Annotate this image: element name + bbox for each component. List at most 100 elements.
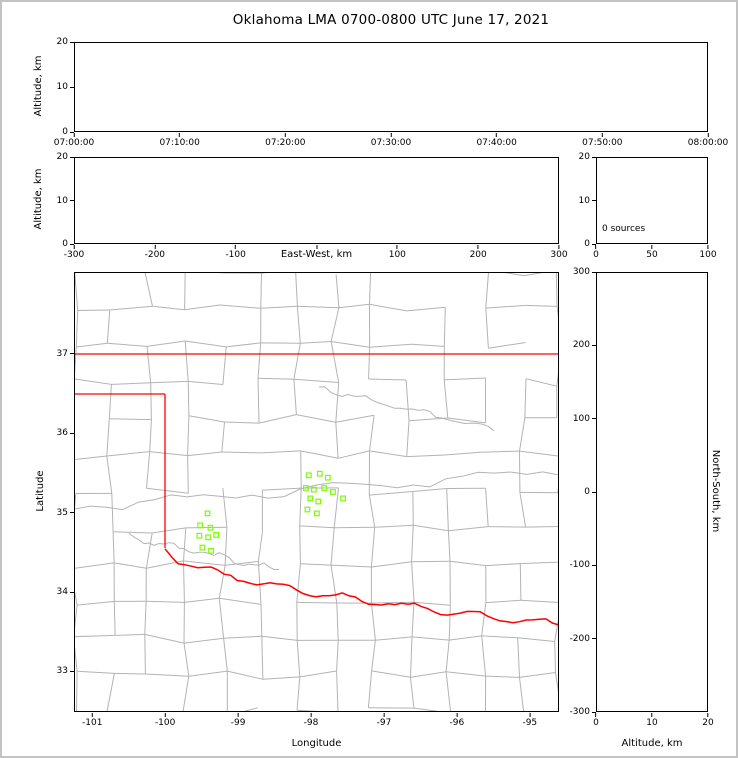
- county-border-line: [187, 455, 189, 494]
- axis-tick: 34: [44, 587, 74, 597]
- county-border-line: [261, 635, 298, 641]
- county-border-line: [525, 525, 559, 528]
- county-border-line: [520, 561, 559, 565]
- axis-tick: -100: [155, 713, 175, 728]
- county-border-line: [262, 487, 302, 491]
- state-border-red-river: [164, 548, 559, 626]
- county-border-line: [293, 379, 297, 415]
- county-border-line: [188, 415, 225, 423]
- county-border-line: [261, 636, 264, 680]
- county-border-line: [150, 382, 152, 420]
- lma-source-marker: [303, 485, 309, 491]
- county-border-line: [449, 560, 486, 567]
- county-border-line: [188, 670, 228, 677]
- longitude-x-ticks: -101 -100 -99 -98 -97 -96 -95: [74, 713, 559, 729]
- county-border-line: [444, 377, 486, 381]
- county-border-line: [369, 491, 413, 496]
- county-border-line: [296, 563, 301, 603]
- county-border-line: [524, 378, 527, 418]
- county-border-line: [335, 414, 375, 423]
- county-border-line: [449, 635, 482, 641]
- axis-tick: -98: [304, 713, 318, 728]
- county-border-line: [185, 340, 227, 348]
- county-border-line: [335, 422, 339, 459]
- county-border-line: [517, 637, 555, 642]
- axis-tick: 07:30:00: [371, 133, 411, 148]
- county-border-line: [293, 343, 301, 380]
- county-border-line: [144, 601, 147, 635]
- county-border-line: [144, 634, 146, 675]
- county-border-line: [114, 672, 146, 675]
- axis-tick: 08:00:00: [688, 133, 728, 148]
- county-border-line: [556, 363, 559, 387]
- county-border-line: [299, 525, 335, 529]
- county-border-line: [188, 380, 223, 385]
- county-border-line: [300, 341, 332, 344]
- county-border-line: [111, 493, 114, 532]
- county-border-line: [296, 676, 301, 711]
- ns-altitude-panel: [596, 272, 708, 712]
- longitude-axis-label: Longitude: [291, 738, 342, 749]
- county-border-line: [299, 488, 302, 526]
- county-border-line: [375, 636, 413, 641]
- county-border-line: [149, 419, 152, 452]
- county-border-line: [406, 454, 445, 458]
- county-border-line: [145, 673, 189, 677]
- axis-tick: [316, 245, 317, 250]
- county-border-line: [109, 418, 152, 421]
- lma-source-marker: [324, 474, 331, 481]
- county-border-line: [406, 306, 446, 312]
- river-line: [128, 532, 279, 570]
- county-border-line: [115, 633, 145, 636]
- county-border-line: [330, 564, 372, 568]
- county-border-line: [374, 524, 414, 528]
- county-border-line: [445, 640, 450, 672]
- county-border-line: [187, 451, 222, 457]
- county-border-line: [222, 346, 227, 385]
- lma-source-marker: [304, 506, 311, 513]
- county-border-line: [107, 342, 148, 347]
- county-border-line: [184, 272, 186, 310]
- axis-tick: -300: [566, 707, 596, 717]
- county-border-line: [262, 676, 300, 680]
- county-border-line: [485, 488, 489, 527]
- axis-tick: 200: [470, 245, 487, 260]
- county-border-line: [336, 640, 339, 672]
- county-border-line: [330, 565, 338, 604]
- county-border-line: [488, 526, 526, 528]
- axis-tick: 20: [566, 152, 596, 162]
- county-border-line: [336, 670, 339, 712]
- county-border-line: [488, 342, 526, 349]
- county-border-line: [108, 384, 112, 419]
- time-altitude-ylabel: Altitude, km: [33, 55, 44, 117]
- county-border-line: [485, 308, 489, 349]
- county-border-line: [525, 304, 558, 307]
- county-border-line: [519, 672, 556, 678]
- county-border-line: [106, 673, 115, 712]
- county-border-line: [106, 451, 150, 457]
- county-border-line: [336, 602, 339, 641]
- ew-altitude-ylabel: Altitude, km: [33, 168, 44, 230]
- county-border-line: [184, 304, 220, 311]
- county-border-line: [221, 451, 262, 454]
- ns-y-ticks: 300 200 100 0 -100 -200 -300: [566, 267, 596, 717]
- county-border-line: [75, 671, 78, 712]
- county-border-line: [74, 455, 107, 461]
- county-border-line: [184, 340, 189, 382]
- county-border-line: [261, 450, 301, 454]
- county-border-line: [77, 600, 115, 606]
- county-border-line: [219, 304, 261, 309]
- county-border-line: [448, 526, 489, 532]
- axis-tick: 36: [44, 428, 74, 438]
- county-border-line: [183, 560, 185, 603]
- county-border-line: [410, 677, 415, 709]
- county-border-line: [480, 450, 520, 453]
- lma-source-marker: [208, 547, 215, 554]
- lma-source-marker: [207, 524, 214, 531]
- county-border-line: [218, 598, 225, 639]
- map-canvas: [74, 272, 559, 712]
- county-border-line: [412, 488, 447, 492]
- county-border-line: [112, 531, 115, 563]
- county-border-line: [183, 643, 190, 677]
- county-border-line: [525, 378, 557, 387]
